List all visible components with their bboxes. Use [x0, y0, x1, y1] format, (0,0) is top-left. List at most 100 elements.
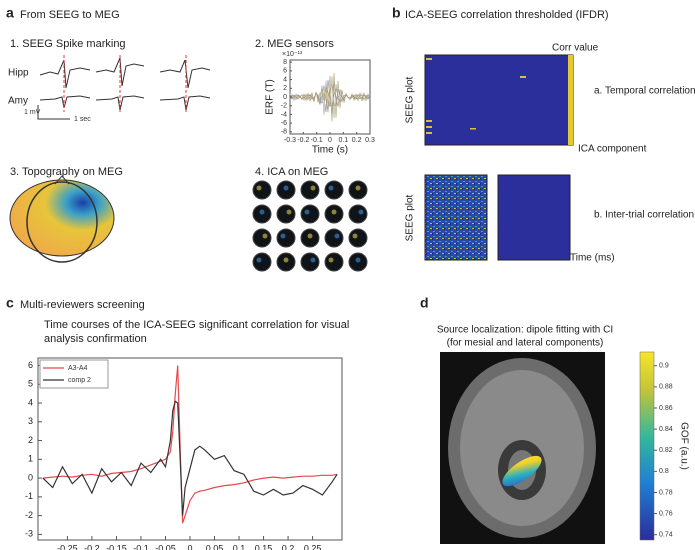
x-tick-label: 0: [187, 543, 192, 550]
x-tick-label: -0.3: [284, 137, 296, 144]
ica-hotspot: [334, 233, 340, 239]
ica-map: [252, 228, 272, 248]
colorbar-tick-label: 0.86: [659, 405, 673, 412]
x-tick-label: 0.1: [233, 543, 246, 550]
topography: [9, 175, 115, 263]
ica-hotspot: [304, 209, 310, 215]
temporal-heatmap: [424, 54, 574, 146]
heatmap-hits: [426, 58, 526, 134]
ica-hotspot: [310, 257, 316, 263]
y-tick-label: 0: [283, 94, 287, 101]
x-tick-label: 0.15: [255, 543, 273, 550]
x-tick-label: 0.2: [352, 137, 362, 144]
colorbar-tick-label: 0.74: [659, 532, 673, 539]
x-tick-label: -0.1: [133, 543, 149, 550]
ica-map: [252, 252, 272, 272]
ica-hotspot: [355, 185, 361, 191]
x-tick-label: 0.3: [365, 137, 375, 144]
ica-hotspot: [286, 209, 292, 215]
x-tick-label: 0.25: [304, 543, 322, 550]
y-tick-label: 2: [283, 85, 287, 92]
y-tick-label: 6: [283, 68, 287, 75]
legend-label: A3-A4: [68, 365, 88, 372]
ica-map: [276, 204, 296, 224]
ica-hotspot: [259, 209, 265, 215]
ica-hotspot: [355, 257, 361, 263]
colorbar: [639, 351, 655, 541]
ica-hotspot: [352, 233, 358, 239]
x-axis-title: Time (s): [312, 145, 348, 156]
intertrial-heatmap: [424, 174, 488, 261]
y-tick-label: 5: [28, 379, 33, 389]
panel-title: ICA-SEEG correlation thresholded (IFDR): [405, 9, 609, 21]
ica-map: [348, 204, 368, 224]
x-tick-label: -0.05: [155, 543, 176, 550]
y-tick-label: -2: [281, 103, 287, 110]
y-tick-label: 4: [283, 76, 287, 83]
ica-hotspot: [307, 233, 313, 239]
legend-box: [39, 359, 109, 389]
sensor-trace: [289, 72, 371, 122]
y-tick-label: 6: [28, 360, 33, 370]
colorbar-tick-label: 0.76: [659, 510, 673, 517]
colorbar-ticks: 0.74 0.76 0.78 0.8 0.82 0.84 0.86 0.88 0.9: [654, 363, 673, 539]
axis-title: Time (ms): [570, 253, 615, 264]
ica-hotspot: [280, 233, 286, 239]
ica-hotspot: [262, 233, 268, 239]
x-tick-label: 0: [328, 137, 332, 144]
ica-map: [300, 204, 320, 224]
x-tick-label: -0.2: [297, 137, 309, 144]
y-tick-label: -3: [25, 529, 33, 539]
step-title: 4. ICA on MEG: [255, 166, 328, 178]
y-tick-label: 3: [28, 416, 33, 426]
ica-hotspot: [328, 185, 334, 191]
y-tick-label: -6: [281, 120, 287, 127]
heatmap-colorbar: [568, 55, 573, 145]
line-chart: -3 -2 -1 0 1 2 3 4 5 6 -0.25 -0.2 -0.15 -0.1 -0.05 0 0.0…: [25, 357, 343, 550]
panel-label: a: [6, 5, 14, 21]
sub-title: b. Inter-trial correlation: [594, 210, 694, 221]
x-tick-label: -0.25: [57, 543, 78, 550]
axis-title: ICA component: [578, 144, 647, 155]
y-tick-label: 0: [28, 472, 33, 482]
ica-hotspot: [256, 185, 262, 191]
panel-label: d: [420, 295, 429, 311]
axis-title: SEEG plot: [405, 76, 416, 123]
exponent: ×10⁻¹³: [282, 51, 303, 58]
x-tick-label: -0.1: [311, 137, 323, 144]
colorbar-tick-label: 0.82: [659, 447, 673, 454]
intertrial-heatmap: [497, 174, 571, 261]
ica-grid: [252, 180, 368, 272]
ica-map: [252, 180, 272, 200]
panel-label: b: [392, 5, 401, 21]
scale-label: 1 mV: [24, 109, 41, 116]
ica-map: [324, 228, 344, 248]
chart-title: Time courses of the ICA-SEEG significant…: [44, 319, 350, 345]
ica-map: [348, 228, 368, 248]
x-tick-label: 0.1: [338, 137, 348, 144]
ica-hotspot: [310, 185, 316, 191]
colorbar-title: GOF (a.u.): [678, 422, 689, 470]
x-tick-label: -0.2: [84, 543, 100, 550]
y-tick-label: 4: [28, 397, 33, 407]
panel-title: Source localization: dipole fitting with…: [437, 325, 613, 336]
ica-map: [324, 252, 344, 272]
series-line: [42, 365, 338, 524]
channel-label: Hipp: [8, 68, 29, 79]
step-title: 2. MEG sensors: [255, 38, 334, 50]
series-line: [42, 400, 338, 516]
meg-plot: -0.3 -0.2 -0.1 0 0.1 0.2 0.3 -8 -6 -4-2 0 2 46 8×10⁻¹…: [265, 51, 375, 156]
y-tick-label: 2: [28, 435, 33, 445]
colorbar-label: Corr value: [552, 43, 599, 54]
panel-label: c: [6, 295, 14, 311]
ica-hotspot: [283, 185, 289, 191]
ica-map: [324, 180, 344, 200]
channel-label: Amy: [8, 96, 28, 107]
ica-hotspot: [283, 257, 289, 263]
colorbar-tick-label: 0.78: [659, 489, 673, 496]
y-tick-label: -1: [25, 491, 33, 501]
y-axis-title: ERF (T): [265, 79, 276, 115]
x-tick-label: -0.15: [106, 543, 127, 550]
